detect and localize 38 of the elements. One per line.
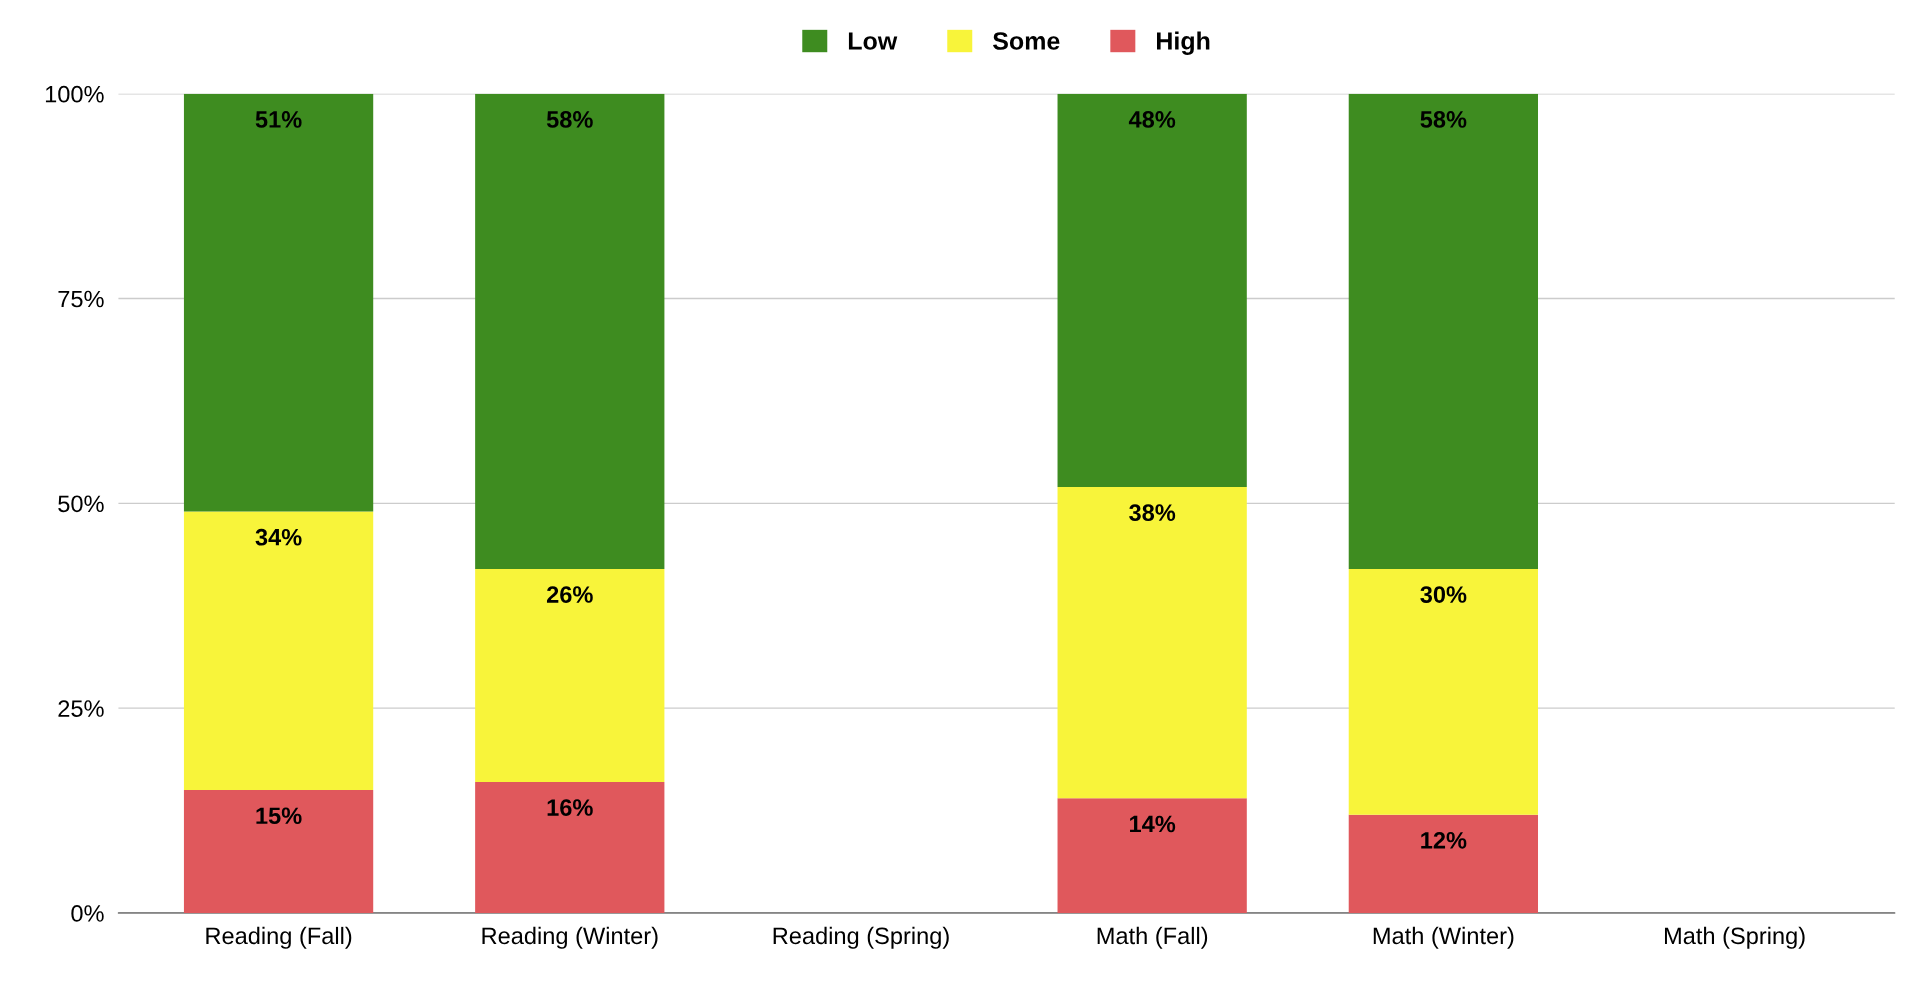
bar <box>183 511 374 791</box>
bar <box>475 93 665 569</box>
y-tick-label: 25% <box>58 700 104 717</box>
x-tick-label: Math (Fall) <box>1097 926 1208 949</box>
x-tick-label: Reading (Fall) <box>206 926 352 949</box>
bar <box>475 781 665 913</box>
y-tick-label: 50% <box>58 495 104 513</box>
data-label: 58% <box>546 111 593 128</box>
data-label: 38% <box>1129 504 1176 522</box>
data-label: 14% <box>1130 815 1176 833</box>
bar <box>1057 486 1247 799</box>
x-tick-label: Math (Spring) <box>1664 926 1805 949</box>
data-label: 30% <box>1420 586 1467 603</box>
legend-label: Some <box>992 32 1060 50</box>
data-label: 51% <box>255 111 302 128</box>
bar <box>183 790 374 913</box>
bar <box>1348 568 1538 815</box>
y-tick-label: 0% <box>71 905 104 922</box>
data-label: 12% <box>1421 831 1467 849</box>
y-tick-label: 100% <box>45 85 104 103</box>
data-label: 34% <box>255 528 302 546</box>
bar <box>1348 814 1538 913</box>
data-label: 16% <box>547 799 593 816</box>
x-tick-label: Reading (Spring) <box>773 926 949 949</box>
bar <box>1348 93 1538 569</box>
data-label: 58% <box>1420 111 1467 128</box>
bar <box>1057 798 1247 913</box>
legend-label: Low <box>848 32 898 50</box>
data-label: 15% <box>256 807 302 825</box>
x-tick-label: Reading (Winter) <box>482 926 658 949</box>
bar <box>183 93 374 512</box>
data-label: 26% <box>546 586 593 603</box>
bar <box>475 568 665 782</box>
data-label: 48% <box>1128 111 1176 128</box>
legend-label: High <box>1157 31 1210 55</box>
bar <box>1057 93 1247 487</box>
x-tick-label: Math (Winter) <box>1373 926 1514 949</box>
y-tick-label: 75% <box>58 290 104 308</box>
